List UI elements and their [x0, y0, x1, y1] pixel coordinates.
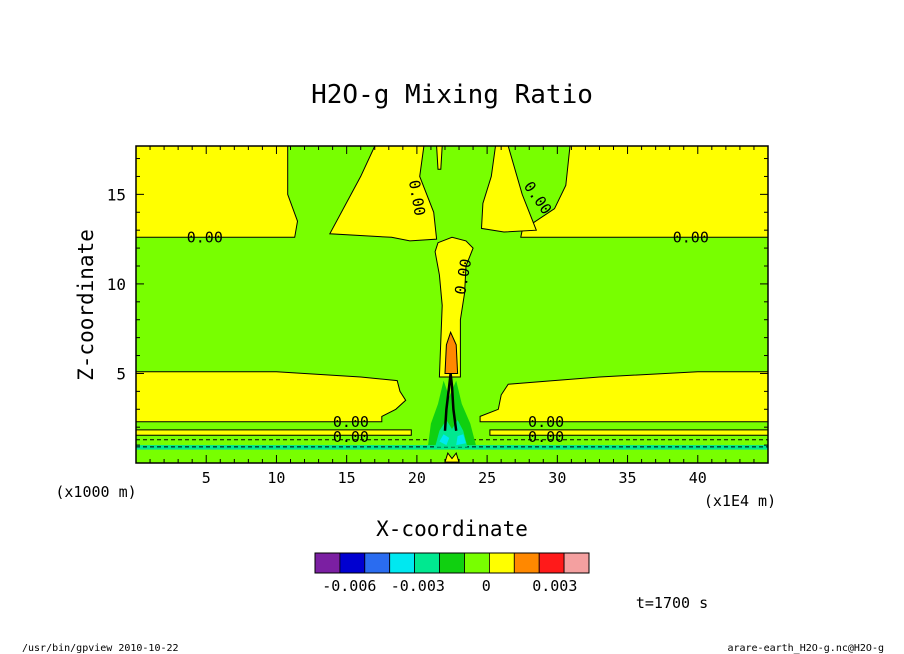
contour-label-upper-center-left-group: 0.00	[405, 179, 429, 218]
colorbar-tick-label: -0.006	[322, 577, 376, 595]
colorbar-swatch	[563, 552, 590, 574]
contour-region-lower-strip-right	[489, 429, 768, 436]
time-label: t=1700 s	[636, 594, 708, 612]
contour-label-band-left-lower-group: 0.00	[333, 428, 369, 446]
colorbar: -0.006 -0.003 0 0.003	[314, 552, 590, 595]
x-unit-note: (x1E4 m)	[704, 492, 776, 510]
x-axis: 5 10 15 20 25 30 35 40	[149, 146, 755, 487]
contour-label-band-right-lower-group: 0.00	[528, 428, 564, 446]
x-tick-label: 30	[548, 469, 566, 487]
colorbar-swatch	[389, 552, 416, 574]
contour-label-band-left-lower: 0.00	[333, 428, 369, 446]
contour-label-band-right-upper: 0.00	[528, 413, 564, 431]
x-tick-label: 15	[338, 469, 356, 487]
y-tick-label: 10	[107, 275, 126, 294]
colorbar-tick-label: -0.003	[391, 577, 445, 595]
colorbar-swatch	[414, 552, 440, 574]
x-tick-label: 10	[267, 469, 285, 487]
contour-region-lower-left	[136, 371, 407, 423]
contour-region-lower-strip-left	[136, 429, 412, 436]
contour-label-band-left-upper: 0.00	[333, 413, 369, 431]
contour-region-upper-sliver	[436, 146, 443, 170]
colorbar-swatch	[439, 552, 465, 574]
contour-label-upper-left: 0.00	[187, 228, 223, 246]
colorbar-tick-label: 0	[482, 577, 491, 595]
contour-region-lower-right	[479, 371, 768, 423]
colorbar-swatch	[513, 552, 540, 574]
contour-label-upper-right-group: 0.00	[673, 228, 709, 246]
contour-field: 0.00 0.000.00 0.000.000.000.000.000.00	[136, 146, 768, 463]
y-axis: 5 10 15	[107, 158, 768, 446]
y-axis-label: Z-coordinate	[74, 229, 98, 381]
x-tick-label: 25	[478, 469, 496, 487]
contour-region-upper-left	[136, 146, 299, 238]
contour-label-column: 0.00	[451, 257, 475, 296]
contour-label-upper-left-group: 0.00	[187, 228, 223, 246]
contour-region-central-column	[434, 236, 474, 378]
contour-label-column-group: 0.00	[451, 257, 475, 296]
footer-left: /usr/bin/gpview 2010-10-22	[22, 643, 179, 654]
contour-label-upper-right: 0.00	[673, 228, 709, 246]
contour-label-band-left-upper-group: 0.00	[333, 413, 369, 431]
y-unit-note: (x1000 m)	[55, 483, 136, 501]
colorbar-frame	[314, 552, 590, 574]
colorbar-swatch	[464, 552, 490, 574]
contour-region-surface-blip	[444, 452, 460, 463]
colorbar-swatch	[314, 552, 341, 574]
footer-right: arare-earth_H2O-g.nc@H2O-g	[727, 643, 884, 654]
chart-title: H2O-g Mixing Ratio	[311, 80, 593, 110]
contour-region-upper-center-right	[480, 146, 538, 233]
colorbar-swatch	[364, 552, 391, 574]
plot-frame	[135, 145, 769, 464]
contour-region-plume-core-right	[456, 434, 466, 446]
contour-region-upper-center-left	[328, 146, 438, 242]
x-tick-label: 40	[689, 469, 707, 487]
colorbar-tick-label: 0.003	[532, 577, 577, 595]
x-tick-label: 5	[202, 469, 211, 487]
x-tick-label: 20	[408, 469, 426, 487]
contour-label-band-right-lower: 0.00	[528, 428, 564, 446]
x-tick-label: 35	[619, 469, 637, 487]
contour-label-upper-center-left: 0.00	[405, 179, 429, 218]
contour-region-high-core	[444, 330, 459, 374]
contour-region-plume-outer	[428, 380, 476, 446]
colorbar-swatch	[538, 552, 565, 574]
x-axis-label: X-coordinate	[376, 517, 528, 541]
colorbar-swatch	[339, 552, 366, 574]
contour-label-band-right-upper-group: 0.00	[528, 413, 564, 431]
y-tick-label: 15	[107, 185, 126, 204]
contour-region-upper-right	[520, 146, 768, 238]
contour-line-plume-core	[443, 373, 458, 431]
y-tick-label: 5	[116, 364, 126, 383]
contour-region-plume-core-left	[439, 434, 450, 446]
colorbar-swatch	[488, 552, 515, 574]
